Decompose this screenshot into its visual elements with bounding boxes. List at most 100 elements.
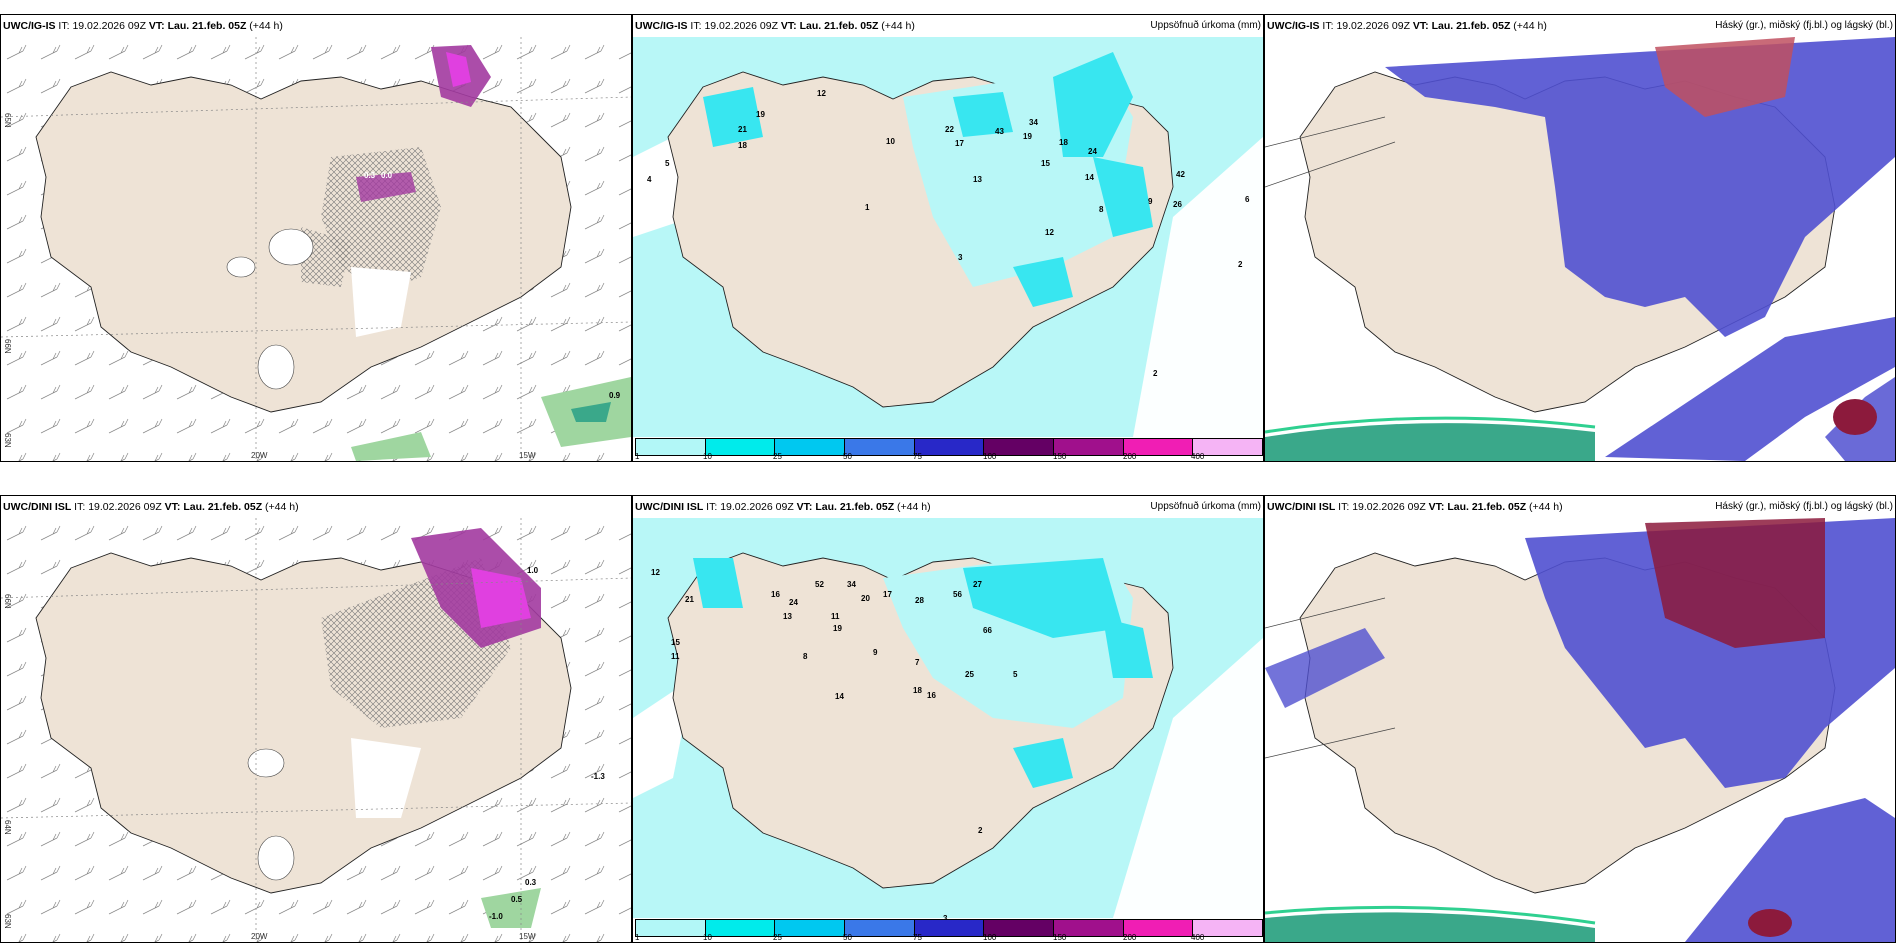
precip-value: 19 [1023, 132, 1032, 141]
legend-label: 75 [913, 933, 922, 942]
vt-label: VT: [164, 501, 181, 513]
precip-value: 66 [983, 626, 992, 635]
wind-map [1, 518, 631, 942]
legend-label: 1 [635, 452, 640, 461]
panel-top-left: UWC/IG-IS IT: 19.02.2026 09Z VT: Lau. 21… [0, 14, 632, 462]
precip-value: 43 [995, 127, 1004, 136]
panel-title: Háský (gr.), miðský (fj.bl.) og lágský (… [1715, 501, 1893, 512]
lat-label: 65N [3, 113, 12, 128]
precip-value: 11 [831, 612, 840, 621]
precip-value: 5 [665, 159, 670, 168]
value-label: 0.9 [609, 391, 621, 400]
precip-value: 7 [915, 658, 920, 667]
model-name: UWC/DINI ISL [635, 501, 704, 513]
value-label: 1.0 [527, 566, 539, 575]
legend-swatch [775, 439, 846, 455]
value-label: 0.3 [364, 171, 376, 180]
panel-header: UWC/IG-IS IT: 19.02.2026 09Z VT: Lau. 21… [1265, 15, 1895, 37]
it-label: IT: [74, 501, 86, 513]
lon-label: 20W [251, 451, 268, 460]
cloud-map [1265, 518, 1895, 942]
color-legend [635, 438, 1263, 456]
value-label: 0.0 [381, 171, 393, 180]
init-time: 19.02.2026 09Z [88, 501, 162, 513]
precip-value: 1 [865, 203, 870, 212]
valid-time: Lau. 21.feb. 05Z [183, 501, 263, 513]
precip-value: 13 [783, 612, 792, 621]
lat-label: 66N [3, 594, 12, 609]
precip-value: 11 [671, 652, 680, 661]
cloud-map [1265, 37, 1895, 461]
panel-header: UWC/DINI ISL IT: 19.02.2026 09Z VT: Lau.… [633, 496, 1263, 518]
precip-value: 14 [1085, 173, 1094, 182]
precip-value: 3 [943, 914, 948, 923]
lead-time: (+44 h) [265, 501, 299, 513]
precip-value: 5 [1013, 670, 1018, 679]
legend-label: 10 [703, 933, 712, 942]
legend-label: 50 [843, 933, 852, 942]
precip-value: 56 [953, 590, 962, 599]
legend-label: 200 [1123, 452, 1137, 461]
value-label: 0.3 [525, 878, 537, 887]
legend-label: 200 [1123, 933, 1137, 942]
precip-value: 2 [978, 826, 983, 835]
model-name: UWC/IG-IS [3, 20, 56, 32]
precip-value: 18 [738, 141, 747, 150]
legend-label: 75 [913, 452, 922, 461]
precip-value: 15 [1041, 159, 1050, 168]
legend-swatch [1123, 439, 1194, 455]
precip-value: 24 [1088, 147, 1097, 156]
init-time: 19.02.2026 09Z [1336, 20, 1410, 32]
precip-value: 10 [886, 137, 895, 146]
precip-value: 21 [685, 595, 694, 604]
precip-value: 8 [803, 652, 808, 661]
lon-label: 15W [519, 451, 536, 460]
precip-value: 16 [927, 691, 936, 700]
it-label: IT: [58, 20, 70, 32]
legend-swatch [914, 920, 985, 936]
legend-swatch [984, 920, 1055, 936]
panel-header: UWC/DINI ISL IT: 19.02.2026 09Z VT: Lau.… [1265, 496, 1895, 518]
legend-swatch [1123, 920, 1194, 936]
precip-value: 16 [771, 590, 780, 599]
panel-top-right: UWC/IG-IS IT: 19.02.2026 09Z VT: Lau. 21… [1264, 14, 1896, 462]
panel-header: UWC/IG-IS IT: 19.02.2026 09Z VT: Lau. 21… [1, 15, 631, 37]
legend-swatch [984, 439, 1055, 455]
precip-value: 8 [1099, 205, 1104, 214]
vt-label: VT: [1412, 20, 1429, 32]
panel-bottom-right: UWC/DINI ISL IT: 19.02.2026 09Z VT: Lau.… [1264, 495, 1896, 943]
legend-swatch [1193, 920, 1263, 936]
precip-value: 34 [847, 580, 856, 589]
value-label: 0.5 [511, 895, 523, 904]
legend-label: 25 [773, 452, 782, 461]
valid-time: Lau. 21.feb. 05Z [167, 20, 247, 32]
valid-time: Lau. 21.feb. 05Z [799, 20, 879, 32]
precip-value: 17 [955, 139, 964, 148]
precip-value: 12 [1045, 228, 1054, 237]
lead-time: (+44 h) [1513, 20, 1547, 32]
legend-swatch [914, 439, 985, 455]
it-label: IT: [706, 501, 718, 513]
precip-value: 2 [1238, 260, 1243, 269]
precip-value: 9 [873, 648, 878, 657]
precip-map [633, 37, 1263, 437]
precip-value: 26 [1173, 200, 1182, 209]
legend-labels: 1 10 25 50 75 100 150 200 400 [635, 933, 1263, 942]
lat-label: 63N [3, 433, 12, 448]
legend-label: 50 [843, 452, 852, 461]
panel-title: Uppsöfnuð úrkoma (mm) [1150, 501, 1261, 512]
legend-label: 400 [1191, 933, 1205, 942]
wind-map [1, 37, 631, 461]
it-label: IT: [1322, 20, 1334, 32]
vt-label: VT: [780, 20, 797, 32]
precip-value: 20 [861, 594, 870, 603]
legend-swatch [705, 920, 776, 936]
init-time: 19.02.2026 09Z [720, 501, 794, 513]
panel-header: UWC/DINI ISL IT: 19.02.2026 09Z VT: Lau.… [1, 496, 631, 518]
lead-time: (+44 h) [249, 20, 283, 32]
precip-map [633, 518, 1263, 918]
legend-swatch [636, 439, 706, 455]
model-name: UWC/IG-IS [635, 20, 688, 32]
lat-label: 64N [3, 820, 12, 835]
precip-value: 34 [1029, 118, 1038, 127]
